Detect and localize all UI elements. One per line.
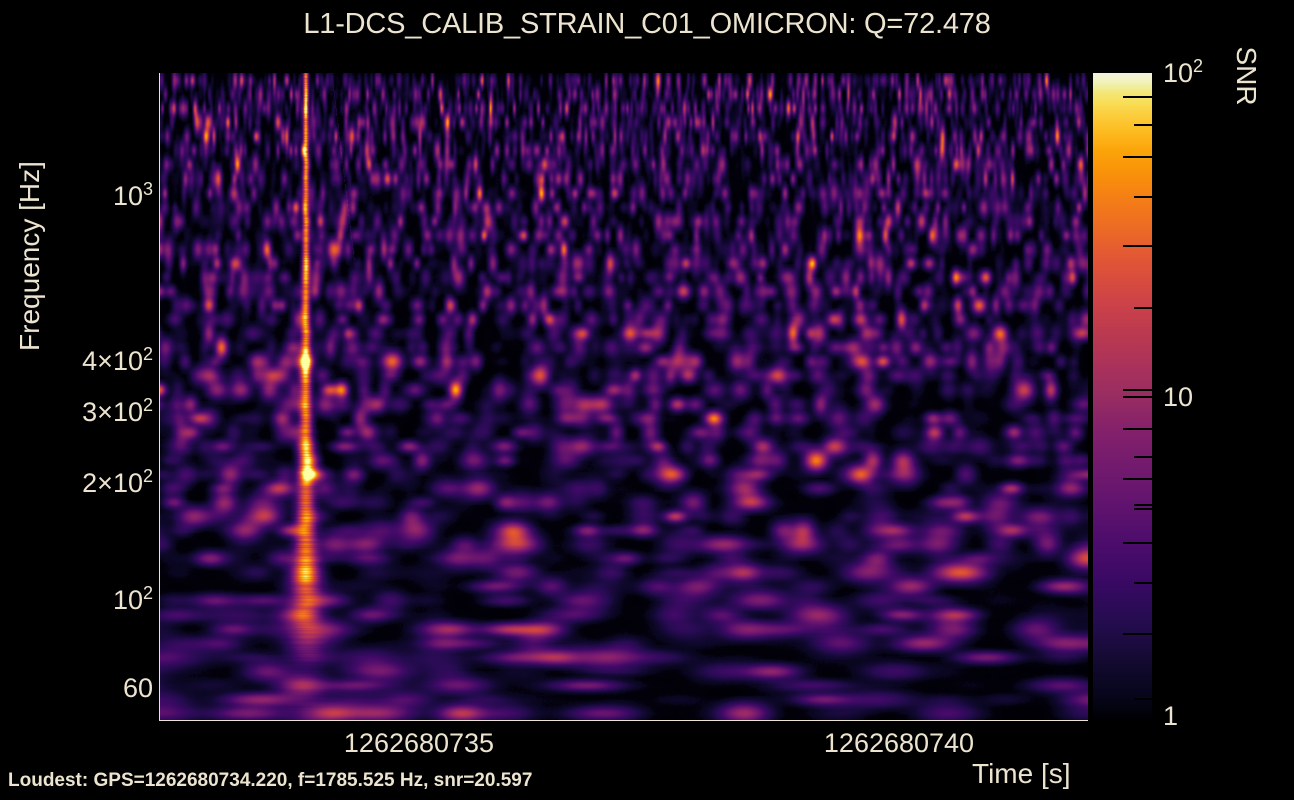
colorbar-tick-30b [1123, 396, 1152, 398]
spectrogram-plot-area [160, 73, 1088, 720]
y-tick-label-300: 3×102 [82, 395, 153, 427]
colorbar-tick-7 [1123, 478, 1152, 480]
colorbar-tick-9 [1123, 428, 1152, 430]
spectrogram-heatmap [160, 73, 1088, 720]
colorbar-tick-60 [1134, 196, 1152, 198]
y-tick-label-400: 4×102 [82, 344, 153, 376]
colorbar-title: SNR [1231, 46, 1262, 106]
y-tick-label-1000: 103 [112, 179, 153, 211]
colorbar-tick-20 [1134, 504, 1152, 506]
colorbar-tick-5 [1123, 542, 1152, 544]
x-tick-1262680740 [0, 78, 1, 87]
colorbar-tick-3 [1123, 633, 1152, 635]
colorbar-tick-70 [1123, 156, 1152, 158]
x-tick-1262680738 [0, 60, 1, 69]
x-tick-1262680737 [0, 51, 1, 60]
colorbar-tick-80 [1134, 124, 1152, 126]
x-tick-1262680742 [0, 96, 1, 105]
x-axis-line [159, 720, 1088, 721]
x-tick-1262680741 [0, 87, 1, 96]
colorbar-tick-90 [1123, 96, 1152, 98]
page-title: L1-DCS_CALIB_STRAIN_C01_OMICRON: Q=72.47… [303, 8, 991, 40]
colorbar-tick-50 [1123, 245, 1152, 247]
colorbar-tick-40 [1134, 307, 1152, 309]
x-axis-title: Time [s] [972, 758, 1071, 789]
loudest-trigger-text: Loudest: GPS=1262680734.220, f=1785.525 … [8, 770, 533, 791]
colorbar-tick-8 [1134, 456, 1152, 458]
colorbar-tick-30 [1123, 389, 1152, 391]
colorbar-tick-1 [1123, 720, 1152, 722]
colorbar-label-1: 1 [1163, 701, 1179, 731]
y-axis-line [159, 73, 160, 721]
y-tick-label-100: 102 [112, 583, 153, 615]
colorbar-tick-6 [1134, 508, 1152, 510]
x-tick-label-1262680740: 1262680740 [823, 728, 975, 758]
colorbar-tick-2 [1134, 698, 1152, 700]
y-tick-label-60: 60 [122, 673, 153, 703]
x-tick-1262680736 [0, 42, 1, 51]
colorbar-label-100: 102 [1163, 56, 1204, 88]
x-tick-label-1262680735: 1262680735 [343, 728, 495, 758]
colorbar-label-10: 10 [1163, 382, 1194, 412]
y-tick-label-200: 2×102 [82, 466, 153, 498]
x-tick-1262680739 [0, 69, 1, 78]
y-axis-title: Frequency [Hz] [14, 161, 45, 351]
colorbar-tick-4 [1134, 582, 1152, 584]
